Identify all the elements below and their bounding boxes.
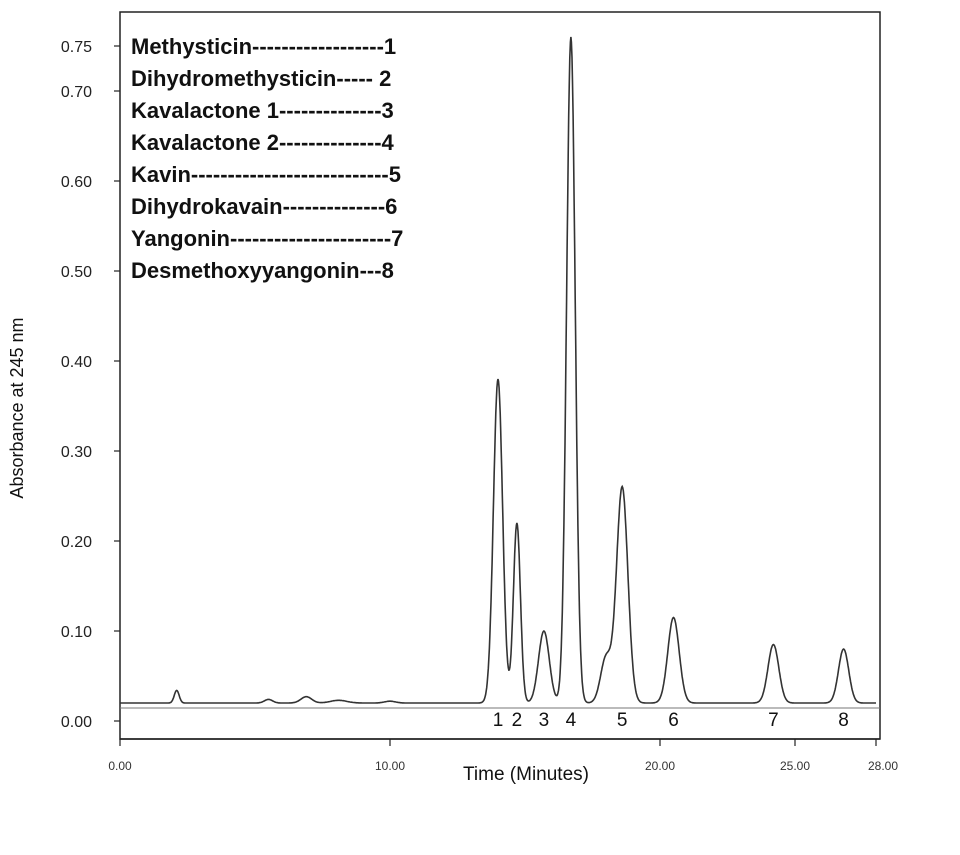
peak-label-6: 6 — [668, 710, 679, 731]
x-tick-label: 20.00 — [645, 759, 675, 773]
peak-label-4: 4 — [566, 710, 577, 731]
legend-entry: Yangonin----------------------7 — [131, 226, 403, 251]
y-tick-label: 0.50 — [61, 264, 92, 281]
y-tick-label: 0.70 — [61, 84, 92, 101]
y-tick-label: 0.60 — [61, 174, 92, 191]
y-tick-label: 0.40 — [61, 354, 92, 371]
legend-entry: Kavalactone 2--------------4 — [131, 130, 395, 155]
legend-entry: Methysticin------------------1 — [131, 34, 396, 59]
y-tick-label: 0.75 — [61, 39, 92, 56]
x-tick-label: 28.00 — [868, 759, 898, 773]
x-axis-label: Time (Minutes) — [463, 764, 589, 785]
legend: Methysticin------------------1 Dihydromet… — [131, 34, 403, 283]
y-axis-ticks: 0.00 0.10 0.20 0.30 0.40 0.50 0.60 0.70 0.75 — [61, 39, 120, 731]
peak-label-1: 1 — [493, 710, 504, 731]
x-tick-label: 10.00 — [375, 759, 405, 773]
legend-entry: Dihydrokavain--------------6 — [131, 194, 397, 219]
legend-entry: Kavalactone 1--------------3 — [131, 98, 394, 123]
y-tick-label: 0.20 — [61, 534, 92, 551]
peak-label-3: 3 — [539, 710, 550, 731]
x-tick-label: 25.00 — [780, 759, 810, 773]
peak-label-7: 7 — [768, 710, 779, 731]
legend-entry: Desmethoxyyangonin---8 — [131, 258, 394, 283]
y-tick-label: 0.00 — [61, 714, 92, 731]
y-axis-label: Absorbance at 245 nm — [7, 317, 27, 498]
peak-label-8: 8 — [838, 710, 849, 731]
chromatogram-trace — [120, 36, 876, 704]
peak-label-5: 5 — [617, 710, 628, 731]
y-tick-label: 0.30 — [61, 444, 92, 461]
x-tick-label: 0.00 — [108, 759, 132, 773]
legend-entry: Kavin---------------------------5 — [131, 162, 401, 187]
x-axis-ticks: 0.00 10.00 20.00 25.00 28.00 — [108, 739, 898, 773]
y-tick-label: 0.10 — [61, 624, 92, 641]
legend-entry: Dihydromethysticin----- 2 — [131, 66, 391, 91]
peak-label-2: 2 — [512, 710, 523, 731]
